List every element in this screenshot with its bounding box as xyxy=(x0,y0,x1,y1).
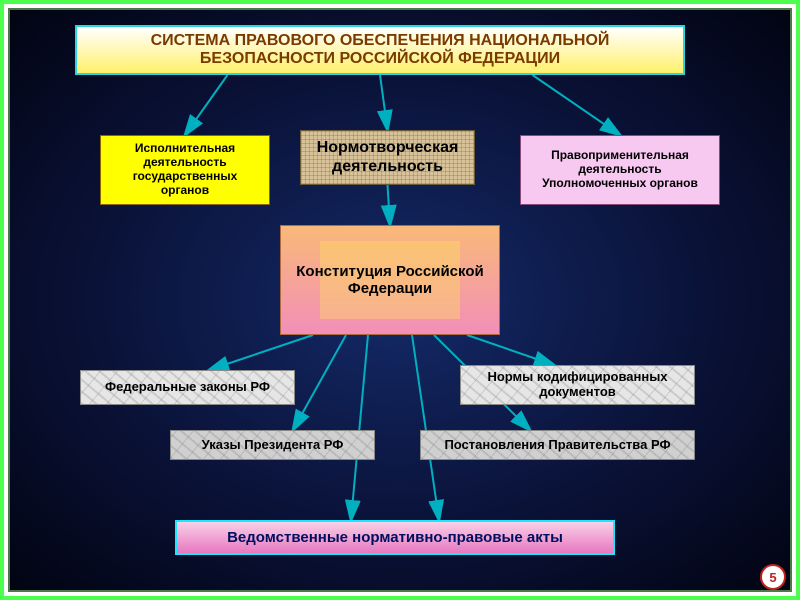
node-fedlaw: Федеральные законы РФ xyxy=(80,370,295,405)
node-decree: Указы Президента РФ xyxy=(170,430,375,460)
node-enforce: Правоприменительная деятельность Уполном… xyxy=(520,135,720,205)
node-codif-label: Нормы кодифицированных документов xyxy=(467,370,688,400)
node-decree-label: Указы Президента РФ xyxy=(202,438,344,453)
node-gov-label: Постановления Правительства РФ xyxy=(444,438,670,453)
node-const-label: Конституция Российской Федерации xyxy=(287,263,493,298)
node-gov: Постановления Правительства РФ xyxy=(420,430,695,460)
node-norm-label: Нормотворческая деятельность xyxy=(307,139,468,176)
node-depart: Ведомственные нормативно-правовые акты xyxy=(175,520,615,555)
node-depart-label: Ведомственные нормативно-правовые акты xyxy=(227,529,563,546)
node-codif: Нормы кодифицированных документов xyxy=(460,365,695,405)
node-title: СИСТЕМА ПРАВОВОГО ОБЕСПЕЧЕНИЯ НАЦИОНАЛЬН… xyxy=(75,25,685,75)
node-title-label: СИСТЕМА ПРАВОВОГО ОБЕСПЕЧЕНИЯ НАЦИОНАЛЬН… xyxy=(83,32,677,69)
page-number-badge: 5 xyxy=(760,564,786,590)
node-const: Конституция Российской Федерации xyxy=(280,225,500,335)
node-enforce-label: Правоприменительная деятельность Уполном… xyxy=(527,149,713,190)
node-exec-label: Исполнительная деятельность государствен… xyxy=(107,142,263,197)
node-exec: Исполнительная деятельность государствен… xyxy=(100,135,270,205)
node-norm: Нормотворческая деятельность xyxy=(300,130,475,185)
node-fedlaw-label: Федеральные законы РФ xyxy=(105,380,270,395)
